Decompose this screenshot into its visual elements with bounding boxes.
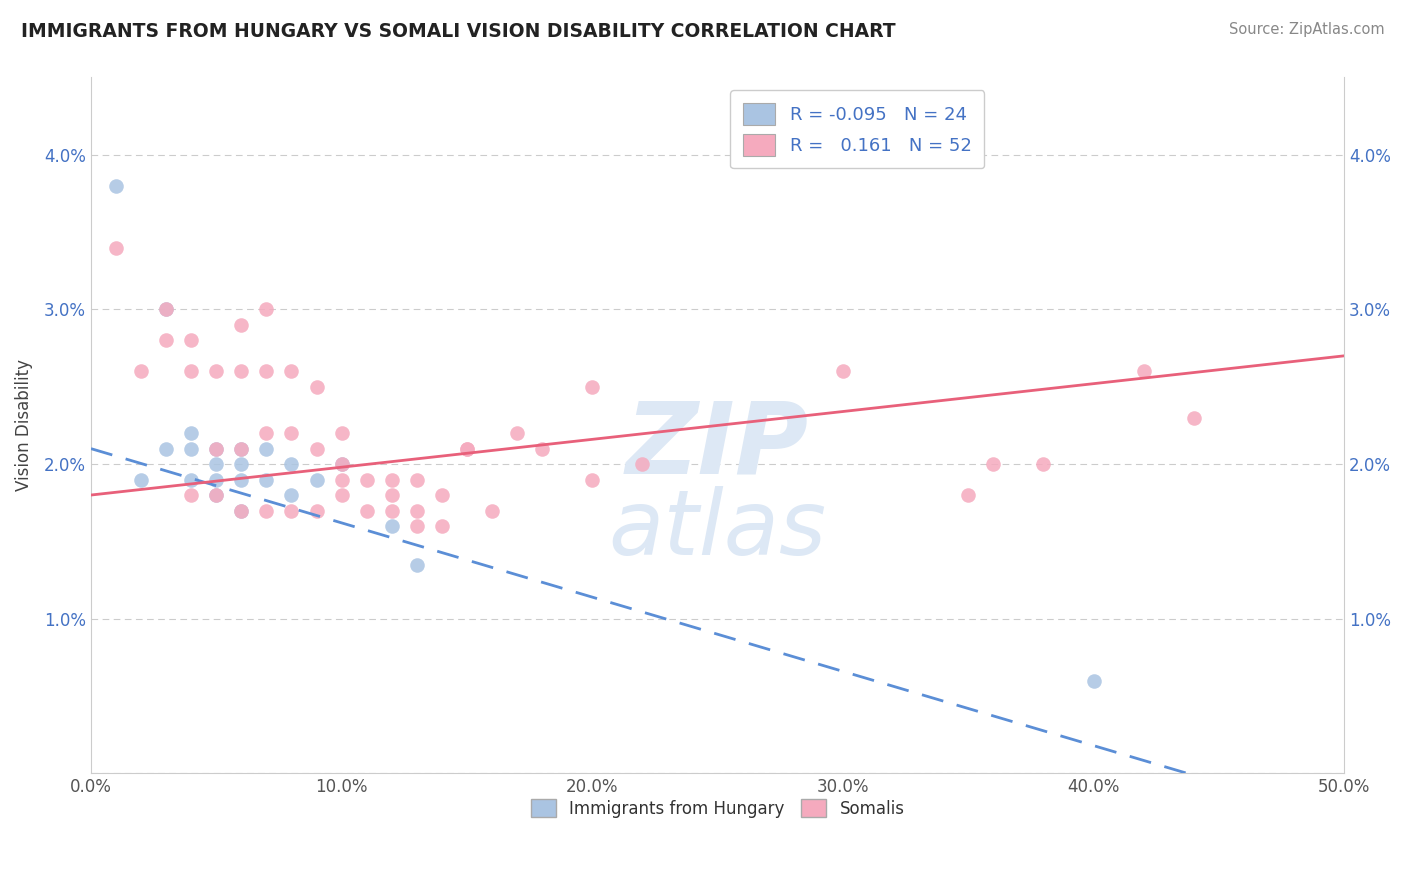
Point bbox=[205, 488, 228, 502]
Point bbox=[155, 334, 177, 348]
Point bbox=[205, 442, 228, 456]
Point bbox=[581, 380, 603, 394]
Point bbox=[456, 442, 478, 456]
Point bbox=[155, 442, 177, 456]
Point bbox=[631, 457, 654, 471]
Point bbox=[280, 503, 302, 517]
Point bbox=[481, 503, 503, 517]
Point bbox=[531, 442, 554, 456]
Point bbox=[155, 302, 177, 317]
Point bbox=[231, 364, 253, 378]
Point bbox=[254, 473, 277, 487]
Point bbox=[280, 426, 302, 441]
Point bbox=[305, 503, 328, 517]
Point bbox=[254, 364, 277, 378]
Point bbox=[330, 473, 353, 487]
Point bbox=[381, 488, 404, 502]
Point bbox=[205, 457, 228, 471]
Point bbox=[155, 302, 177, 317]
Point bbox=[356, 503, 378, 517]
Point bbox=[205, 442, 228, 456]
Point bbox=[1132, 364, 1154, 378]
Y-axis label: Vision Disability: Vision Disability bbox=[15, 359, 32, 491]
Point bbox=[280, 457, 302, 471]
Legend: Immigrants from Hungary, Somalis: Immigrants from Hungary, Somalis bbox=[524, 792, 911, 824]
Point bbox=[430, 488, 453, 502]
Point bbox=[105, 241, 128, 255]
Point bbox=[330, 457, 353, 471]
Point bbox=[981, 457, 1004, 471]
Point bbox=[254, 426, 277, 441]
Point bbox=[180, 364, 202, 378]
Point bbox=[381, 519, 404, 533]
Point bbox=[231, 457, 253, 471]
Point bbox=[205, 488, 228, 502]
Point bbox=[231, 442, 253, 456]
Point bbox=[381, 473, 404, 487]
Point bbox=[180, 334, 202, 348]
Point bbox=[405, 473, 427, 487]
Point bbox=[356, 473, 378, 487]
Point bbox=[506, 426, 529, 441]
Point bbox=[330, 457, 353, 471]
Point bbox=[1182, 410, 1205, 425]
Text: ZIP: ZIP bbox=[626, 398, 808, 495]
Point bbox=[405, 519, 427, 533]
Point bbox=[581, 473, 603, 487]
Point bbox=[180, 488, 202, 502]
Point bbox=[180, 426, 202, 441]
Point bbox=[231, 442, 253, 456]
Point bbox=[180, 473, 202, 487]
Point bbox=[305, 380, 328, 394]
Point bbox=[280, 488, 302, 502]
Point bbox=[305, 442, 328, 456]
Point bbox=[330, 426, 353, 441]
Point bbox=[405, 503, 427, 517]
Point bbox=[231, 318, 253, 332]
Point bbox=[105, 178, 128, 193]
Point bbox=[456, 442, 478, 456]
Point bbox=[254, 503, 277, 517]
Text: IMMIGRANTS FROM HUNGARY VS SOMALI VISION DISABILITY CORRELATION CHART: IMMIGRANTS FROM HUNGARY VS SOMALI VISION… bbox=[21, 22, 896, 41]
Point bbox=[129, 364, 152, 378]
Point bbox=[1083, 673, 1105, 688]
Text: atlas: atlas bbox=[609, 486, 827, 574]
Point bbox=[305, 473, 328, 487]
Text: Source: ZipAtlas.com: Source: ZipAtlas.com bbox=[1229, 22, 1385, 37]
Point bbox=[205, 473, 228, 487]
Point bbox=[180, 442, 202, 456]
Point bbox=[405, 558, 427, 572]
Point bbox=[254, 442, 277, 456]
Point bbox=[231, 503, 253, 517]
Point bbox=[231, 473, 253, 487]
Point bbox=[957, 488, 980, 502]
Point bbox=[231, 503, 253, 517]
Point bbox=[280, 364, 302, 378]
Point bbox=[1032, 457, 1054, 471]
Point bbox=[254, 302, 277, 317]
Point bbox=[129, 473, 152, 487]
Point bbox=[831, 364, 853, 378]
Point bbox=[430, 519, 453, 533]
Point bbox=[330, 488, 353, 502]
Point bbox=[381, 503, 404, 517]
Point bbox=[205, 364, 228, 378]
